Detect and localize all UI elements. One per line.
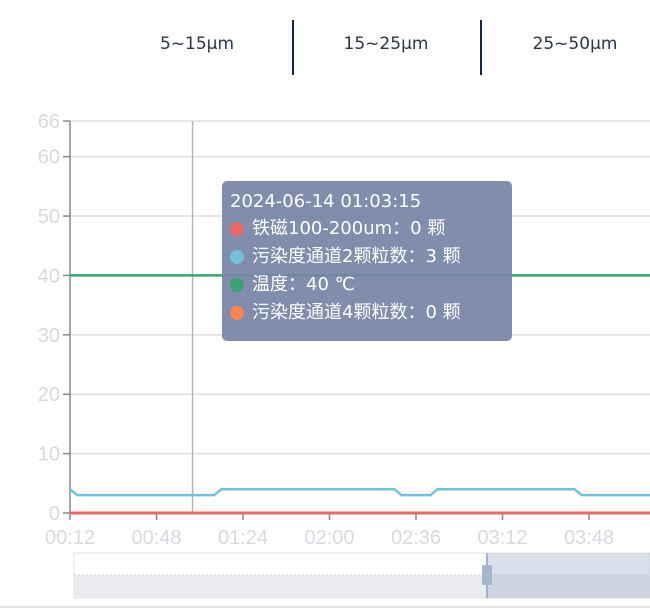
tooltip-row: 污染度通道4颗粒数：0 颗 [230,299,504,327]
tab-divider [480,20,482,75]
x-tick-label: 02:36 [391,527,441,549]
tab-15-25um[interactable]: 15~25μm [343,34,429,54]
series-dot-icon [230,278,244,292]
x-tick-label: 03:48 [564,527,614,549]
tab-25-50um[interactable]: 25~50μm [532,34,618,54]
bottom-border [0,606,650,608]
x-tick-label: 00:12 [45,527,95,549]
y-tick-label: 30 [38,325,60,347]
tooltip-row-text: 污染度通道4颗粒数：0 颗 [252,302,461,323]
tooltip-row-text: 温度：40 ℃ [252,274,355,295]
y-tick-label: 0 [49,503,60,525]
x-tick-label: 01:24 [218,527,268,549]
tooltip-row-text: 铁磁100-200um：0 颗 [252,218,446,239]
series-dot-icon [230,250,244,264]
x-tick-label: 00:48 [131,527,181,549]
zoom-slider-preview [74,575,650,598]
x-tick-label: 03:12 [477,527,527,549]
tooltip-row: 温度：40 ℃ [230,271,504,299]
y-tick-label: 40 [38,265,60,287]
x-tick-label: 02:00 [304,527,354,549]
y-tick-label: 50 [38,206,60,228]
tooltip-row: 污染度通道2颗粒数：3 颗 [230,243,504,271]
y-tick-label: 66 [38,111,60,133]
tab-divider [292,20,294,75]
tooltip-row-text: 污染度通道2颗粒数：3 颗 [252,246,461,267]
series-dot-icon [230,306,244,320]
zoom-slider-selected-range [487,553,650,598]
tooltip-title: 2024-06-14 01:03:15 [230,191,422,212]
zoom-slider-handle[interactable] [482,565,492,585]
tooltip-row: 铁磁100-200um：0 颗 [230,215,504,243]
series-line [69,487,650,497]
tooltip: 2024-06-14 01:03:15 铁磁100-200um：0 颗 污染度通… [222,181,512,341]
y-tick-label: 20 [38,384,60,406]
y-tick-label: 10 [38,444,60,466]
y-tick-label: 60 [38,147,60,169]
tab-5-15um[interactable]: 5~15μm [159,34,235,54]
series-dot-icon [230,222,244,236]
